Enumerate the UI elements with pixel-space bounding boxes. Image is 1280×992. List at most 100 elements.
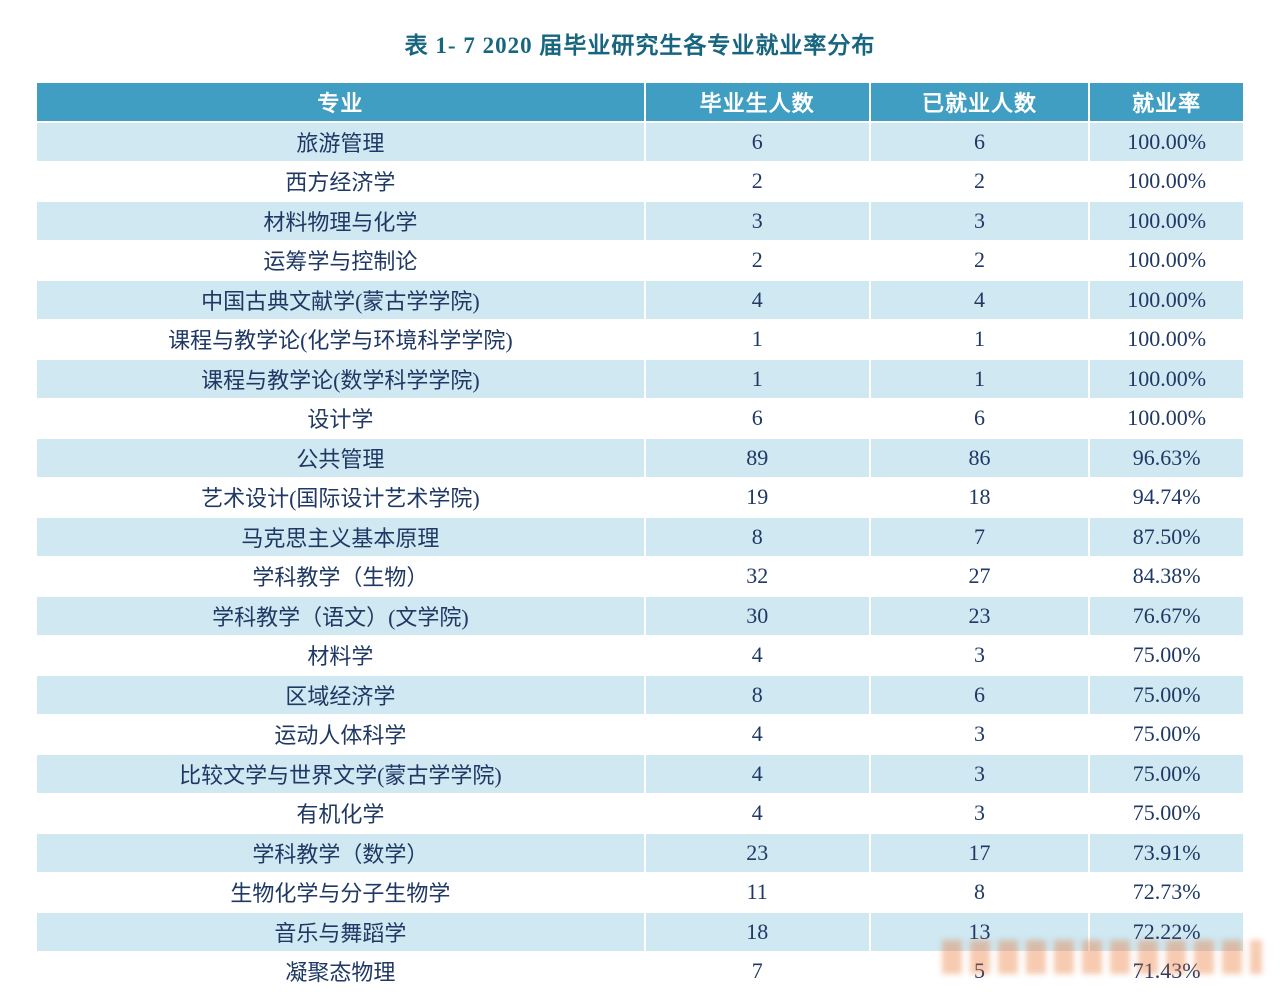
employment-rate-cell: 100.00% — [1088, 358, 1245, 400]
table-row: 区域经济学 8 6 75.00% — [35, 674, 1245, 716]
graduates-count-cell: 2 — [643, 160, 871, 202]
employment-rate-cell: 100.00% — [1088, 200, 1245, 242]
column-header: 专业 — [35, 81, 646, 123]
major-cell: 区域经济学 — [35, 674, 646, 716]
graduates-count-cell: 4 — [643, 753, 871, 795]
employed-count-cell: 5 — [868, 950, 1091, 992]
table-row: 音乐与舞蹈学 18 13 72.22% — [35, 911, 1245, 953]
table-row: 凝聚态物理 7 5 71.43% — [35, 950, 1245, 992]
table-row: 设计学 6 6 100.00% — [35, 397, 1245, 439]
employment-rate-table: 专业 毕业生人数 已就业人数 就业率 旅游管理 6 6 100.00% 西方经济学 2 2 100.… — [35, 81, 1245, 992]
employment-rate-cell: 71.43% — [1088, 950, 1245, 992]
employed-count-cell: 3 — [868, 713, 1091, 755]
graduates-count-cell: 1 — [643, 318, 871, 360]
major-cell: 西方经济学 — [35, 160, 646, 202]
column-header: 就业率 — [1088, 81, 1245, 123]
employed-count-cell: 17 — [868, 832, 1091, 874]
graduates-count-cell: 32 — [643, 555, 871, 597]
employed-count-cell: 2 — [868, 160, 1091, 202]
graduates-count-cell: 18 — [643, 911, 871, 953]
employed-count-cell: 3 — [868, 753, 1091, 795]
major-cell: 艺术设计(国际设计艺术学院) — [35, 476, 646, 518]
graduates-count-cell: 4 — [643, 279, 871, 321]
employed-count-cell: 3 — [868, 634, 1091, 676]
employment-rate-cell: 100.00% — [1088, 160, 1245, 202]
major-cell: 材料物理与化学 — [35, 200, 646, 242]
table-row: 生物化学与分子生物学 11 8 72.73% — [35, 871, 1245, 913]
employment-rate-cell: 75.00% — [1088, 713, 1245, 755]
employed-count-cell: 2 — [868, 239, 1091, 281]
employment-rate-cell: 75.00% — [1088, 753, 1245, 795]
major-cell: 凝聚态物理 — [35, 950, 646, 992]
employed-count-cell: 13 — [868, 911, 1091, 953]
employment-rate-cell: 75.00% — [1088, 674, 1245, 716]
major-cell: 运筹学与控制论 — [35, 239, 646, 281]
employed-count-cell: 27 — [868, 555, 1091, 597]
table-row: 学科教学（生物） 32 27 84.38% — [35, 555, 1245, 597]
graduates-count-cell: 30 — [643, 595, 871, 637]
employed-count-cell: 18 — [868, 476, 1091, 518]
employment-rate-cell: 100.00% — [1088, 397, 1245, 439]
employment-rate-cell: 72.73% — [1088, 871, 1245, 913]
graduates-count-cell: 8 — [643, 516, 871, 558]
employment-rate-cell: 100.00% — [1088, 121, 1245, 163]
table-row: 材料学 4 3 75.00% — [35, 634, 1245, 676]
major-cell: 运动人体科学 — [35, 713, 646, 755]
graduates-count-cell: 23 — [643, 832, 871, 874]
employment-rate-cell: 72.22% — [1088, 911, 1245, 953]
employed-count-cell: 23 — [868, 595, 1091, 637]
employed-count-cell: 8 — [868, 871, 1091, 913]
graduates-count-cell: 11 — [643, 871, 871, 913]
column-header: 毕业生人数 — [643, 81, 871, 123]
major-cell: 材料学 — [35, 634, 646, 676]
employed-count-cell: 4 — [868, 279, 1091, 321]
graduates-count-cell: 3 — [643, 200, 871, 242]
table-row: 中国古典文献学(蒙古学学院) 4 4 100.00% — [35, 279, 1245, 321]
table-title: 表 1- 7 2020 届毕业研究生各专业就业率分布 — [404, 33, 876, 58]
employment-rate-cell: 100.00% — [1088, 318, 1245, 360]
employment-rate-cell: 100.00% — [1088, 279, 1245, 321]
graduates-count-cell: 4 — [643, 634, 871, 676]
graduates-count-cell: 2 — [643, 239, 871, 281]
table-body: 旅游管理 6 6 100.00% 西方经济学 2 2 100.00% 材料物理与化学 3 3 100.… — [35, 121, 1245, 992]
employment-rate-cell: 87.50% — [1088, 516, 1245, 558]
table-row: 课程与教学论(数学科学学院) 1 1 100.00% — [35, 358, 1245, 400]
employed-count-cell: 86 — [868, 437, 1091, 479]
employed-count-cell: 6 — [868, 674, 1091, 716]
major-cell: 马克思主义基本原理 — [35, 516, 646, 558]
graduates-count-cell: 89 — [643, 437, 871, 479]
employment-rate-cell: 73.91% — [1088, 832, 1245, 874]
graduates-count-cell: 6 — [643, 121, 871, 163]
major-cell: 比较文学与世界文学(蒙古学学院) — [35, 753, 646, 795]
graduates-count-cell: 1 — [643, 358, 871, 400]
graduates-count-cell: 8 — [643, 674, 871, 716]
major-cell: 旅游管理 — [35, 121, 646, 163]
employed-count-cell: 1 — [868, 318, 1091, 360]
major-cell: 学科教学（语文）(文学院) — [35, 595, 646, 637]
graduates-count-cell: 4 — [643, 792, 871, 834]
major-cell: 中国古典文献学(蒙古学学院) — [35, 279, 646, 321]
column-header: 已就业人数 — [868, 81, 1091, 123]
employed-count-cell: 6 — [868, 121, 1091, 163]
major-cell: 音乐与舞蹈学 — [35, 911, 646, 953]
major-cell: 课程与教学论(化学与环境科学学院) — [35, 318, 646, 360]
major-cell: 课程与教学论(数学科学学院) — [35, 358, 646, 400]
table-row: 公共管理 89 86 96.63% — [35, 437, 1245, 479]
employment-rate-cell: 96.63% — [1088, 437, 1245, 479]
table-row: 艺术设计(国际设计艺术学院) 19 18 94.74% — [35, 476, 1245, 518]
employment-rate-cell: 75.00% — [1088, 634, 1245, 676]
graduates-count-cell: 7 — [643, 950, 871, 992]
table-row: 运筹学与控制论 2 2 100.00% — [35, 239, 1245, 281]
employed-count-cell: 6 — [868, 397, 1091, 439]
graduates-count-cell: 4 — [643, 713, 871, 755]
graduates-count-cell: 19 — [643, 476, 871, 518]
major-cell: 学科教学（生物） — [35, 555, 646, 597]
employment-rate-cell: 75.00% — [1088, 792, 1245, 834]
table-row: 比较文学与世界文学(蒙古学学院) 4 3 75.00% — [35, 753, 1245, 795]
employment-rate-cell: 94.74% — [1088, 476, 1245, 518]
employment-rate-cell: 76.67% — [1088, 595, 1245, 637]
table-row: 旅游管理 6 6 100.00% — [35, 121, 1245, 163]
table-row: 材料物理与化学 3 3 100.00% — [35, 200, 1245, 242]
table-row: 课程与教学论(化学与环境科学学院) 1 1 100.00% — [35, 318, 1245, 360]
employment-rate-cell: 84.38% — [1088, 555, 1245, 597]
